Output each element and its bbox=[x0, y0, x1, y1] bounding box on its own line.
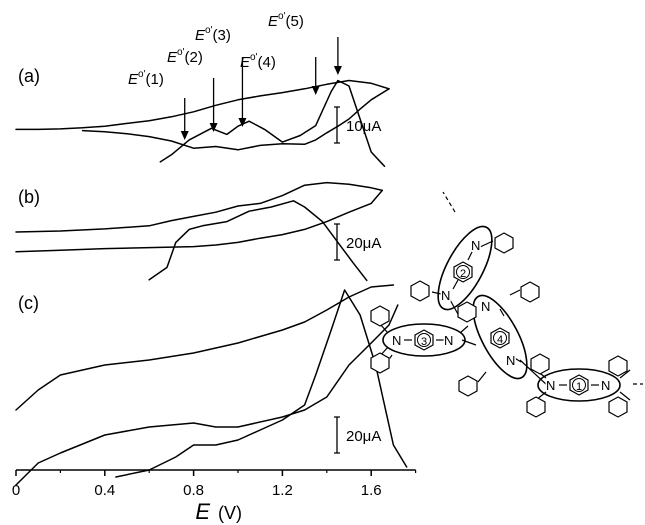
dpv-curve-2 bbox=[149, 201, 367, 281]
peak-label-5: Eo'(5) bbox=[268, 11, 304, 30]
peak-annotations: Eo'(1)Eo'(2) Eo'(3) Eo'(4) Eo'(5) bbox=[128, 11, 342, 140]
molecule-structure: 2 3 4 1 N N N N N N N N bbox=[371, 192, 643, 417]
x-tick-label: 0.8 bbox=[183, 482, 204, 499]
cv-forward-3 bbox=[16, 285, 393, 410]
cv-reverse-1 bbox=[83, 89, 389, 150]
nitrogen-label: N bbox=[481, 299, 490, 314]
curves-group bbox=[16, 81, 407, 486]
arrowhead-5 bbox=[334, 66, 342, 75]
nitrogen-label: N bbox=[471, 238, 480, 253]
dpv-curve-3 bbox=[116, 290, 407, 477]
nitrogen-label: N bbox=[444, 333, 453, 348]
x-axis-unit: (V) bbox=[218, 503, 242, 523]
nitrogen-label: N bbox=[441, 288, 450, 303]
scale-bar-a-label: 10μA bbox=[346, 118, 381, 135]
peak-label-3: Eo'(3) bbox=[195, 25, 231, 44]
nitrogen-label: N bbox=[506, 353, 515, 368]
arrowhead-1 bbox=[181, 131, 189, 140]
cv-reverse-3 bbox=[16, 305, 398, 485]
scale-bar-c: 20μA bbox=[334, 417, 381, 453]
peak-label-1: Eo'(1) bbox=[128, 69, 164, 88]
x-tick-label: 1.6 bbox=[361, 482, 382, 499]
x-axis-label: E bbox=[195, 499, 210, 524]
cv-forward-2 bbox=[16, 183, 382, 232]
scale-bar-b: 20μA bbox=[334, 224, 381, 260]
scale-bar-c-label: 20μA bbox=[346, 428, 381, 445]
unit-number-2: 2 bbox=[460, 268, 466, 280]
scale-bar-b-label: 20μA bbox=[346, 235, 381, 252]
peak-label-2: Eo'(2) bbox=[167, 47, 203, 66]
nitrogen-label: N bbox=[392, 333, 401, 348]
arrowhead-4 bbox=[312, 86, 320, 95]
x-tick-label: 1.2 bbox=[272, 482, 293, 499]
panel-label-c: (c) bbox=[18, 293, 39, 313]
unit-number-3: 3 bbox=[421, 336, 427, 348]
unit-number-4: 4 bbox=[497, 334, 503, 346]
x-axis: 0 0.4 0.8 1.2 1.6 bbox=[12, 470, 416, 499]
nitrogen-label: N bbox=[601, 378, 610, 393]
panel-label-a: (a) bbox=[18, 66, 40, 86]
x-tick-label: 0.4 bbox=[94, 482, 115, 499]
cv-reverse-2 bbox=[16, 190, 382, 251]
nitrogen-label: N bbox=[546, 378, 555, 393]
unit-number-1: 1 bbox=[576, 381, 582, 393]
panel-label-b: (b) bbox=[18, 187, 40, 207]
peak-label-4: Eo'(4) bbox=[240, 52, 276, 71]
